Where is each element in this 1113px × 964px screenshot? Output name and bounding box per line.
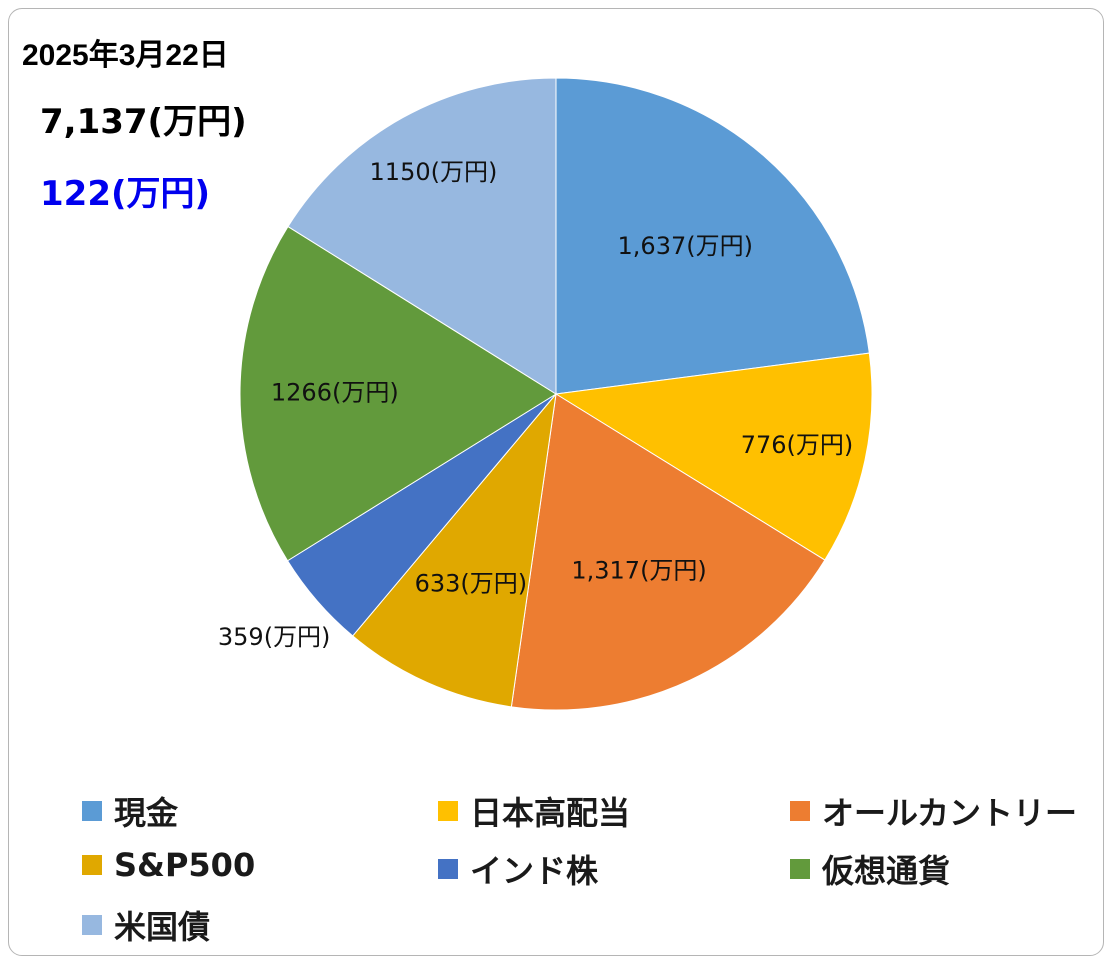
pie-slice-4: [351, 392, 557, 708]
pie-data-label-1: 1,637(万円): [618, 232, 753, 260]
pie-data-label-2: 776(万円): [741, 431, 854, 459]
chart-date: 2025年3月22日: [22, 39, 229, 72]
pie-data-label-3: 1,317(万円): [571, 556, 706, 584]
pie-slice-1: [555, 77, 870, 395]
pie-data-label-6: 1266(万円): [271, 379, 399, 407]
pie-data-label-7: 1150(万円): [370, 158, 498, 186]
change-amount: 122(万円): [40, 174, 211, 214]
pie-slice-3: [510, 393, 826, 711]
pie-slice-7: [287, 77, 557, 395]
pie-slice-6: [239, 225, 557, 562]
total-amount: 7,137(万円): [40, 102, 247, 142]
pie-slice-2: [554, 352, 873, 561]
pie-data-label-4: 633(万円): [415, 569, 528, 597]
pie-data-label-5: 359(万円): [218, 623, 331, 651]
